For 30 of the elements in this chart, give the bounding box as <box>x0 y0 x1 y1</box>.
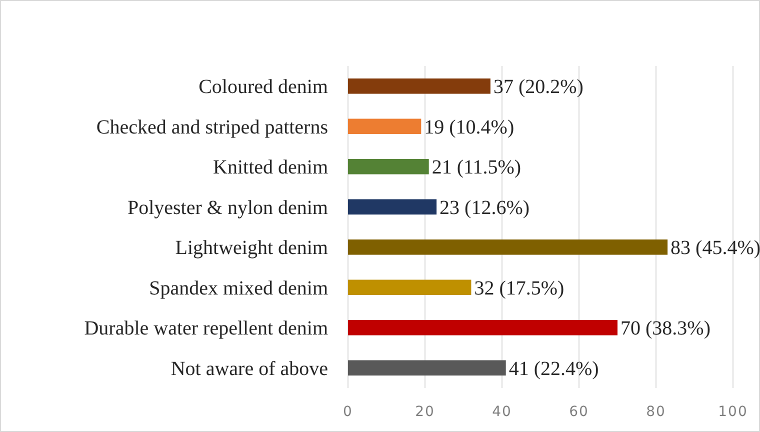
bar <box>348 360 506 376</box>
y-tick-label: Durable water repellent denim <box>84 318 328 340</box>
bar <box>348 239 668 255</box>
y-tick-label: Lightweight denim <box>175 237 328 260</box>
y-tick-label: Spandex mixed denim <box>149 277 328 300</box>
data-label: 41 (22.4%) <box>508 358 599 380</box>
x-tick-label: 0 <box>343 404 353 420</box>
y-tick-label: Knitted denim <box>213 156 328 179</box>
y-tick-label: Polyester & nylon denim <box>127 196 328 219</box>
data-label: 37 (20.2%) <box>493 76 584 98</box>
y-tick-label: Coloured denim <box>198 76 328 98</box>
x-tick-label: 80 <box>646 404 666 420</box>
data-label: 19 (10.4%) <box>424 116 514 138</box>
data-label: 23 (12.6%) <box>440 196 530 219</box>
x-tick-label: 40 <box>492 404 512 420</box>
data-label: 83 (45.4%) <box>670 237 760 260</box>
bar <box>348 280 472 296</box>
x-tick-label: 100 <box>718 404 748 420</box>
y-tick-label: Not aware of above <box>170 358 328 380</box>
data-label: 70 (38.3%) <box>620 318 710 340</box>
bar <box>348 118 422 134</box>
bar <box>348 320 618 336</box>
x-tick-label: 60 <box>569 404 589 420</box>
bar <box>348 78 490 94</box>
data-label: 32 (17.5%) <box>474 277 564 300</box>
y-tick-label: Checked and striped patterns <box>96 116 328 138</box>
bar <box>348 158 429 174</box>
data-label: 21 (11.5%) <box>432 156 522 179</box>
bar <box>348 199 437 215</box>
x-tick-label: 20 <box>415 404 435 420</box>
